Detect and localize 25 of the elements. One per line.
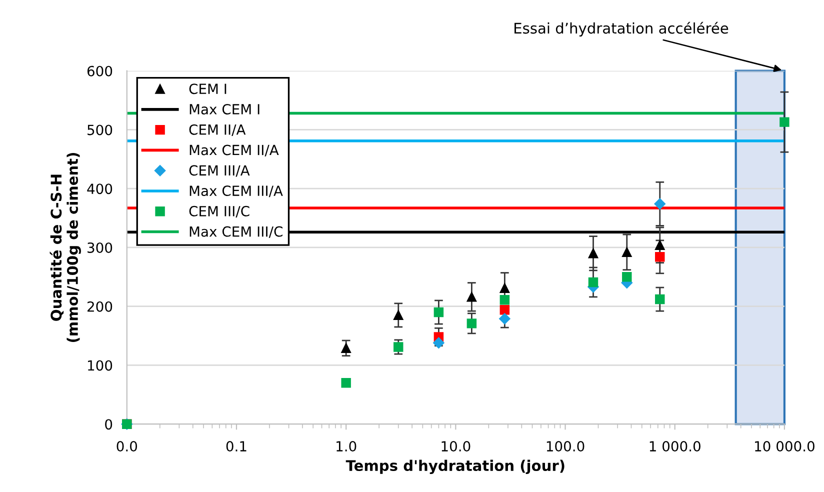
x-tick-label: 10 000.0 <box>755 441 814 452</box>
x-tick-label: 100.0 <box>546 441 584 452</box>
y-tick-label: 500 <box>88 124 112 136</box>
x-tick-label: 0.1 <box>226 441 246 452</box>
legend-label: CEM II/A <box>189 124 246 136</box>
legend-label: Max CEM III/C <box>190 226 282 238</box>
x-tick-label: 1 000.0 <box>650 441 700 452</box>
x-tick-label: 1.0 <box>336 441 356 452</box>
legend-label: Max CEM I <box>190 104 260 114</box>
y-tick-label: 200 <box>88 301 112 312</box>
x-axis-title: Temps d'hydratation (jour) <box>346 460 564 474</box>
legend-label: CEM III/C <box>189 206 250 218</box>
y-tick-label: 300 <box>88 242 112 253</box>
legend-label: CEM III/A <box>189 165 250 177</box>
x-tick-label: 0.0 <box>116 441 138 452</box>
y-tick-label: 0 <box>105 419 112 430</box>
legend-label: CEM I <box>189 84 226 94</box>
y-tick-label: 400 <box>87 184 112 194</box>
legend-label: Max CEM II/A <box>190 144 279 156</box>
x-tick-label: 10.0 <box>442 441 470 452</box>
y-tick-label: 100 <box>88 360 112 371</box>
annotation: Essai d’hydratation accélérée <box>514 22 728 37</box>
y-axis-title: Quantité de C-S-H (mmol/100g de ciment) <box>50 152 81 342</box>
y-tick-label: 600 <box>87 66 112 76</box>
legend-label: Max CEM III/A <box>190 186 283 198</box>
